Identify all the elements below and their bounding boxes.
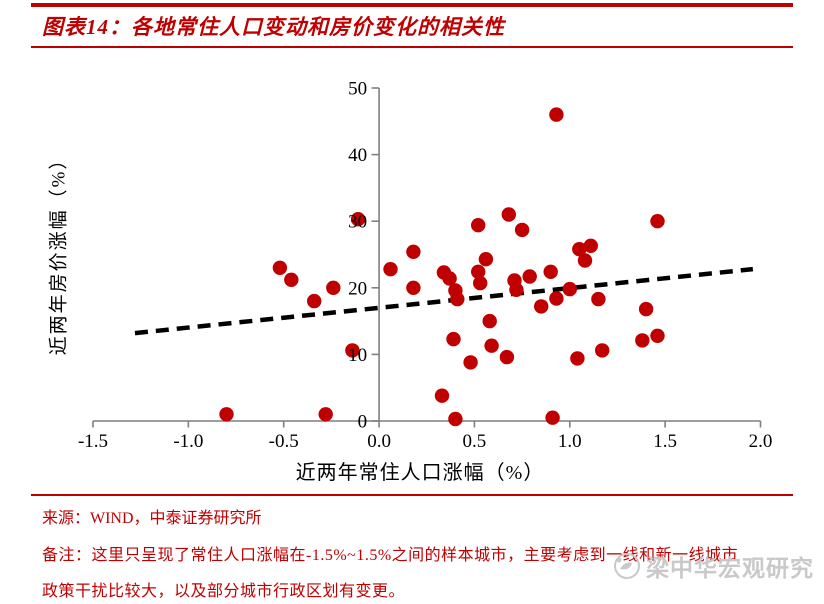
data-point	[570, 351, 585, 366]
x-axis-title: 近两年常住人口涨幅（%）	[295, 462, 545, 484]
data-point	[509, 282, 524, 297]
header-rule-bottom	[31, 46, 793, 48]
source-text: 来源：WIND，中泰证券研究所	[42, 510, 262, 527]
data-point	[326, 280, 341, 295]
data-point	[591, 291, 606, 307]
data-point	[350, 212, 366, 227]
data-point	[650, 214, 665, 229]
data-point	[307, 293, 322, 309]
axes	[92, 87, 762, 428]
data-point	[534, 299, 549, 314]
watermark: 梁中华宏观研究	[612, 549, 814, 583]
note-line-1: 备注：这里只呈现了常住人口涨幅在-1.5%~1.5%之间的样本城市，主要考虑到一…	[42, 547, 739, 564]
data-point	[471, 218, 486, 233]
tick-labels: -1.5 -1.0 -0.5 0.0 0.5 1.0 1.5 2.0 0 10 20 30 40 50	[78, 79, 772, 453]
x-tick-label: 0.5	[463, 431, 487, 452]
data-point	[501, 207, 516, 222]
data-point	[478, 252, 494, 267]
data-point	[545, 410, 560, 425]
x-tick-label: 2.0	[749, 431, 773, 452]
data-point	[484, 338, 499, 353]
data-point	[219, 407, 234, 422]
data-point	[463, 355, 478, 370]
watermark-text: 梁中华宏观研究	[646, 556, 814, 581]
y-tick-label: 10	[348, 345, 367, 366]
data-point	[499, 349, 515, 365]
y-tick-label: 0	[358, 412, 368, 433]
x-tick-label: -1.5	[78, 431, 108, 452]
data-point	[442, 271, 457, 286]
data-point	[318, 407, 333, 422]
data-point	[272, 260, 288, 275]
data-point	[549, 107, 564, 122]
data-point	[595, 343, 610, 358]
header-rule-top	[31, 3, 793, 7]
data-point	[549, 291, 564, 306]
data-point	[471, 264, 486, 279]
data-point	[577, 253, 593, 268]
y-tick-label: 50	[348, 79, 367, 100]
data-point	[514, 222, 530, 238]
note-line-2: 政策干扰比较大，以及部分城市行政区划有变更。	[42, 583, 406, 600]
data-point	[345, 343, 360, 358]
data-point	[446, 331, 461, 347]
data-point	[406, 244, 421, 259]
data-point	[583, 238, 598, 253]
data-point	[473, 275, 488, 291]
data-point	[543, 264, 558, 279]
data-point	[638, 301, 654, 317]
data-point	[284, 272, 299, 287]
y-tick-label: 20	[348, 278, 367, 299]
y-axis-title: 近两年房价涨幅（%）	[48, 148, 70, 356]
y-tick-label: 30	[348, 212, 367, 233]
y-tick-label: 40	[348, 145, 367, 166]
data-points	[219, 107, 665, 427]
footer-rule	[31, 494, 793, 496]
data-point	[562, 281, 577, 297]
x-tick-label: 1.0	[558, 431, 582, 452]
data-point	[406, 280, 421, 295]
data-point	[522, 269, 537, 284]
data-point	[635, 333, 650, 348]
data-point	[383, 262, 398, 277]
figure-title: 图表14：各地常住人口变动和房价变化的相关性	[42, 15, 505, 39]
data-point	[450, 291, 465, 307]
wechat-logo-icon	[614, 553, 640, 579]
data-point	[434, 388, 450, 403]
x-tick-label: 1.5	[653, 431, 677, 452]
data-point	[572, 242, 587, 257]
data-point	[482, 313, 497, 329]
x-tick-label: 0.0	[367, 431, 391, 452]
data-point	[650, 328, 665, 343]
data-point	[448, 411, 463, 427]
x-tick-label: -0.5	[269, 431, 299, 452]
x-tick-label: -1.0	[173, 431, 203, 452]
